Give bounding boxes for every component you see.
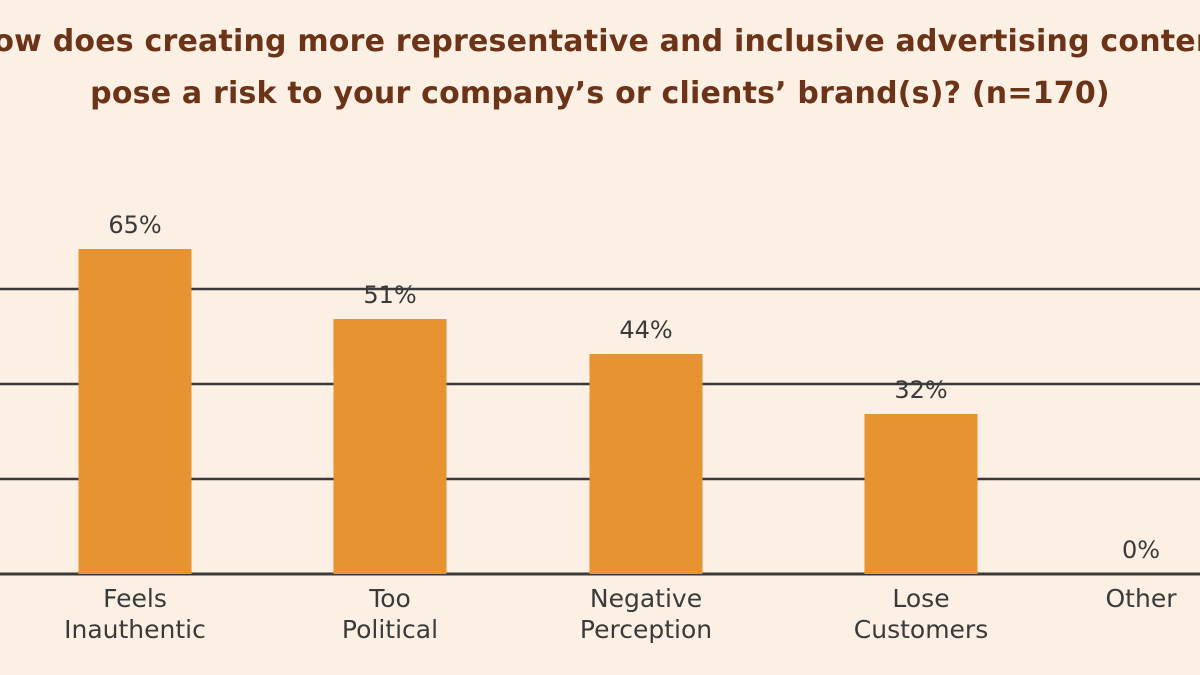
value-label-feels-inauthentic: 65% <box>108 211 161 239</box>
category-label-negative-perception: Negative Perception <box>580 584 712 644</box>
value-label-other: 0% <box>1122 536 1160 564</box>
bar-too-political <box>333 319 447 574</box>
category-label-feels-inauthentic: Feels Inauthentic <box>64 584 206 644</box>
bar-negative-perception <box>589 354 703 574</box>
bar-lose-customers <box>864 414 978 574</box>
bar-feels-inauthentic <box>78 249 192 574</box>
category-label-lose-customers: Lose Customers <box>854 584 988 644</box>
value-label-lose-customers: 32% <box>894 376 947 404</box>
category-labels: Feels Inauthentic Too Political Negative Perc… <box>64 584 1177 644</box>
chart-title-line-2: pose a risk to your company’s or clients… <box>90 76 1110 111</box>
category-label-other: Other <box>1106 584 1178 613</box>
value-label-negative-perception: 44% <box>619 316 672 344</box>
bars <box>78 249 978 574</box>
category-label-too-political: Too Political <box>342 584 438 644</box>
chart-title-line-1: How does creating more representative an… <box>0 24 1200 59</box>
value-labels: 65% 51% 44% 32% 0% <box>108 211 1160 564</box>
value-label-too-political: 51% <box>363 281 416 309</box>
